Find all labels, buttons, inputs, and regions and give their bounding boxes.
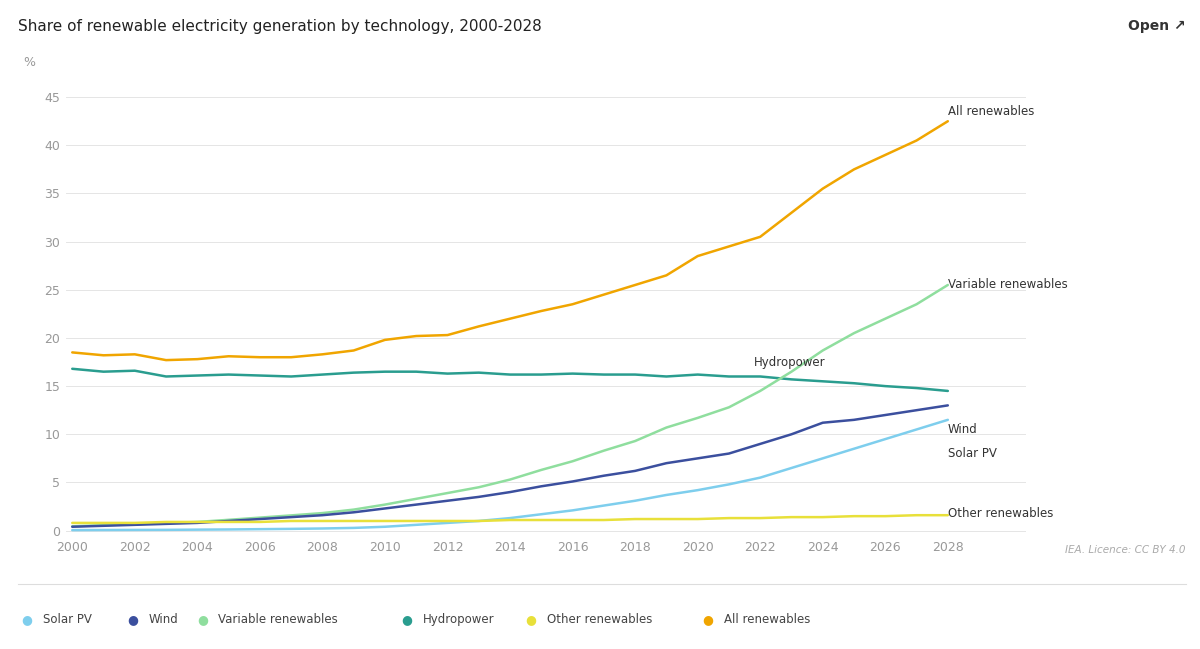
Text: ●: ● — [401, 613, 413, 626]
Text: ●: ● — [526, 613, 536, 626]
Text: %: % — [23, 56, 35, 69]
Text: ●: ● — [197, 613, 208, 626]
Text: Wind: Wind — [149, 613, 179, 626]
Text: All renewables: All renewables — [948, 105, 1034, 118]
Text: ●: ● — [703, 613, 714, 626]
Text: Open ↗: Open ↗ — [1128, 19, 1186, 34]
Text: Variable renewables: Variable renewables — [218, 613, 338, 626]
Text: Variable renewables: Variable renewables — [948, 278, 1068, 291]
Text: Wind: Wind — [948, 423, 978, 436]
Text: All renewables: All renewables — [725, 613, 810, 626]
Text: IEA. Licence: CC BY 4.0: IEA. Licence: CC BY 4.0 — [1066, 545, 1186, 555]
Text: Solar PV: Solar PV — [948, 447, 997, 460]
Text: Hydropower: Hydropower — [754, 356, 826, 369]
Text: ●: ● — [127, 613, 138, 626]
Text: ●: ● — [22, 613, 32, 626]
Text: Other renewables: Other renewables — [547, 613, 652, 626]
Text: Share of renewable electricity generation by technology, 2000-2028: Share of renewable electricity generatio… — [18, 19, 541, 34]
Text: Other renewables: Other renewables — [948, 507, 1054, 520]
Text: Hydropower: Hydropower — [424, 613, 494, 626]
Text: Solar PV: Solar PV — [43, 613, 92, 626]
